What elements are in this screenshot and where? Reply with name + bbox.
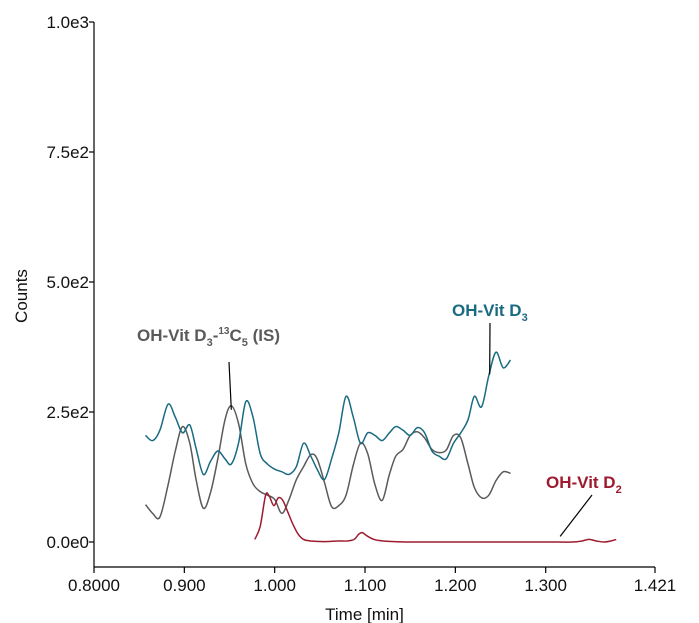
y-axis-title: Counts <box>12 269 31 323</box>
y-tick-label: 0.0e0 <box>46 533 89 552</box>
x-tick-label: 1.421 <box>634 576 677 595</box>
x-tick-label: 1.200 <box>434 576 477 595</box>
x-ticks: 0.8000 0.900 1.000 1.100 1.200 1.300 1.421 <box>68 567 676 595</box>
x-axis-title: Time [min] <box>325 605 404 623</box>
annotation-d3-sub: 3 <box>522 312 528 324</box>
series-line-d3 <box>144 351 512 481</box>
annotation-d2-prefix: OH-Vit D <box>546 473 616 492</box>
annotation-label-is: OH-Vit D3-13C5 (IS) <box>137 326 280 349</box>
annotation-is-sub2: 5 <box>242 337 248 349</box>
annotation-is-sup: 13 <box>218 326 230 337</box>
y-tick-label: 1.0e3 <box>46 13 89 32</box>
x-tick-label: 1.000 <box>253 576 296 595</box>
annotation-is-sub1: 3 <box>207 337 213 349</box>
x-tick-label: 0.900 <box>163 576 206 595</box>
x-tick-label: 1.300 <box>524 576 567 595</box>
series-layer <box>144 351 617 543</box>
x-tick-label: 1.100 <box>344 576 387 595</box>
annotation-label-d3: OH-Vit D3 <box>452 301 528 324</box>
series-line-is <box>144 405 511 520</box>
axes: 0.0e0 2.5e2 5.0e2 7.5e2 1.0e3 0.8000 0.900 1.0… <box>46 13 676 595</box>
y-tick-label: 5.0e2 <box>46 273 89 292</box>
annotation-d3-prefix: OH-Vit D <box>452 301 522 320</box>
y-tick-label: 7.5e2 <box>46 143 89 162</box>
annotation-is-mid: - <box>213 326 219 345</box>
annotation-pointer-d2 <box>559 494 593 537</box>
y-tick-label: 2.5e2 <box>46 403 89 422</box>
annotation-is-prefix: OH-Vit D <box>137 326 207 345</box>
annotation-is-tail: C <box>230 326 242 345</box>
annotation-pointer-is <box>228 361 232 410</box>
x-tick-label: 0.8000 <box>68 576 120 595</box>
annotation-is-suffix: (IS) <box>248 326 280 345</box>
series-line-d2 <box>254 492 617 543</box>
annotation-d2-sub: 2 <box>616 484 622 496</box>
y-ticks: 0.0e0 2.5e2 5.0e2 7.5e2 1.0e3 <box>46 13 94 552</box>
annotation-label-d2: OH-Vit D2 <box>546 473 622 496</box>
annotations: OH-Vit D3-13C5 (IS) OH-Vit D3 OH-Vit D2 <box>137 301 622 537</box>
